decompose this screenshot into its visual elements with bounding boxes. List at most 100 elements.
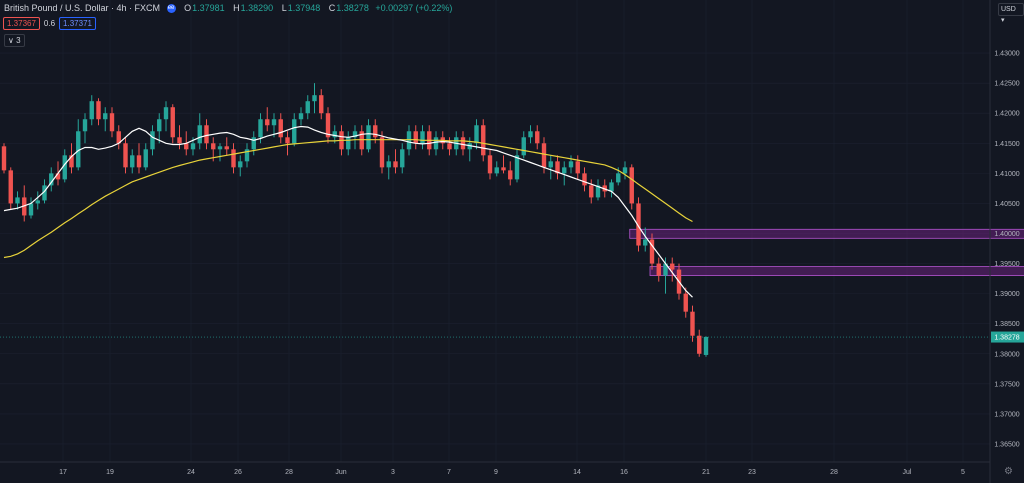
- candle: [400, 143, 405, 174]
- candle-body: [204, 125, 209, 144]
- candle: [278, 113, 283, 144]
- candle: [49, 167, 54, 192]
- candle: [305, 95, 310, 120]
- candle: [690, 305, 695, 342]
- candle: [649, 233, 655, 270]
- low-label: L: [281, 3, 287, 13]
- candle-body: [609, 182, 614, 192]
- candle: [474, 119, 479, 150]
- currency-selector[interactable]: USD ▾: [998, 3, 1024, 24]
- buy-button[interactable]: 1.37371: [59, 17, 96, 30]
- candle-body: [447, 143, 452, 150]
- candle-body: [649, 239, 655, 264]
- candle-body: [352, 131, 358, 138]
- candle: [271, 113, 277, 138]
- candle: [89, 95, 94, 126]
- candle: [170, 104, 175, 144]
- candle-body: [582, 173, 587, 186]
- candle-body: [123, 143, 128, 168]
- candle: [622, 161, 628, 180]
- candle-body: [143, 149, 148, 168]
- candle: [292, 113, 297, 147]
- candle: [609, 179, 614, 198]
- candle: [251, 131, 256, 156]
- candle-body: [76, 131, 81, 168]
- candle-body: [656, 263, 661, 276]
- candle: [136, 143, 142, 174]
- candle-body: [238, 161, 243, 168]
- candle-body: [163, 107, 169, 120]
- candle: [325, 107, 331, 144]
- candle: [447, 137, 452, 156]
- candle: [150, 125, 155, 156]
- candle-body: [271, 119, 277, 126]
- candle: [319, 89, 324, 120]
- candle: [265, 107, 270, 132]
- candle: [494, 161, 499, 177]
- low-value: 1.37948: [287, 3, 321, 13]
- supply-zone[interactable]: [649, 266, 1024, 276]
- candle-body: [568, 161, 574, 168]
- candle: [703, 336, 709, 357]
- candle: [163, 101, 169, 132]
- candle-body: [595, 185, 601, 198]
- high-value: 1.38290: [240, 3, 274, 13]
- candle: [548, 155, 553, 180]
- x-tick-label: 21: [702, 469, 710, 476]
- chevron-small-icon[interactable]: ee: [166, 4, 176, 14]
- candle-body: [96, 101, 101, 120]
- x-tick-label: 26: [234, 469, 242, 476]
- candle-body: [55, 173, 61, 180]
- candle: [28, 197, 34, 219]
- candle: [413, 125, 418, 150]
- open-label: O: [184, 3, 192, 13]
- candle-body: [8, 170, 13, 204]
- x-tick-label: 28: [830, 469, 838, 476]
- candle: [15, 191, 20, 210]
- x-tick-label: Jul: [903, 469, 912, 476]
- candle-body: [170, 107, 175, 138]
- y-tick-label: 1.38000: [994, 351, 1019, 358]
- gear-icon[interactable]: ⚙: [1004, 466, 1013, 477]
- candle: [244, 143, 250, 168]
- supply-zone[interactable]: [629, 228, 1024, 239]
- candle-body: [400, 149, 405, 168]
- candle-body: [629, 167, 634, 204]
- candle-body: [643, 239, 648, 246]
- candle-body: [278, 119, 283, 138]
- candle-body: [555, 161, 560, 174]
- candle-body: [663, 263, 668, 276]
- x-tick-label: 19: [106, 469, 114, 476]
- candle: [76, 119, 81, 171]
- y-tick-label: 1.42500: [994, 81, 1019, 88]
- x-tick-label: 14: [573, 469, 581, 476]
- candle-body: [514, 155, 520, 180]
- sell-button[interactable]: 1.37367: [3, 17, 40, 30]
- candle: [575, 155, 580, 180]
- candle-body: [157, 119, 162, 132]
- indicators-toggle[interactable]: ∨ 3: [4, 34, 25, 47]
- candle-body: [305, 101, 310, 114]
- candle-body: [521, 137, 526, 156]
- high-label: H: [233, 3, 240, 13]
- candle: [285, 131, 290, 156]
- candle-body: [136, 155, 142, 168]
- y-tick-label: 1.40500: [994, 201, 1019, 208]
- last-price-tag: 1.38278: [991, 331, 1024, 343]
- candle: [643, 227, 648, 252]
- open-value: 1.37981: [192, 3, 225, 13]
- candle-body: [177, 137, 182, 144]
- candle-body: [481, 125, 486, 156]
- candle-body: [703, 336, 709, 355]
- indicators-count: 3: [16, 36, 21, 45]
- candle-body: [150, 131, 155, 150]
- candle: [535, 125, 540, 150]
- candle: [8, 167, 13, 210]
- candle: [116, 125, 121, 150]
- candle: [460, 131, 466, 156]
- candle-body: [217, 146, 223, 150]
- symbol-title[interactable]: British Pound / U.S. Dollar · 4h · FXCM: [4, 3, 161, 13]
- candle: [96, 98, 101, 126]
- x-tick-label: 3: [391, 469, 395, 476]
